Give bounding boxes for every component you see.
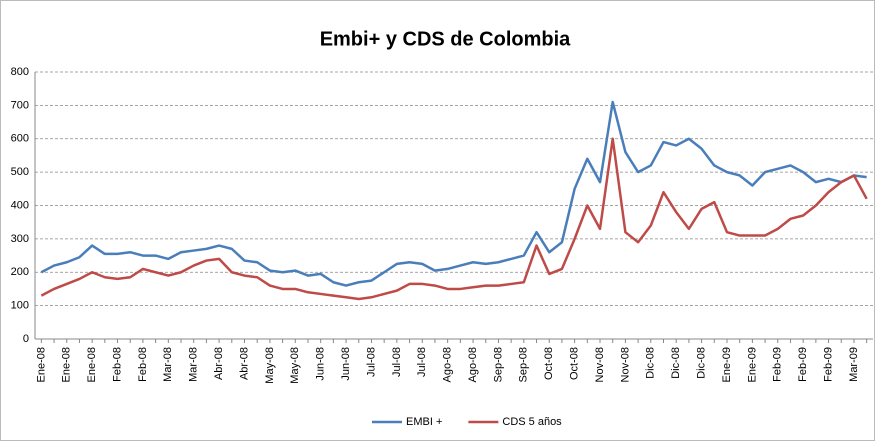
x-tick-label: Mar-08 bbox=[162, 347, 174, 382]
x-tick-label: Abr-08 bbox=[213, 347, 225, 380]
x-tick-label: Jul-08 bbox=[416, 347, 428, 377]
y-tick-label: 400 bbox=[11, 199, 29, 211]
x-tick-label: Ene-08 bbox=[35, 347, 47, 382]
y-tick-label: 0 bbox=[23, 333, 29, 345]
x-tick-label: Ene-09 bbox=[746, 347, 758, 382]
y-tick-label: 300 bbox=[11, 233, 29, 245]
x-tick-label: Jun-08 bbox=[340, 347, 352, 381]
series-line bbox=[40, 100, 867, 287]
x-tick-label: Sep-08 bbox=[492, 347, 504, 382]
y-tick-label: 700 bbox=[11, 99, 29, 111]
x-tick-label: Mar-09 bbox=[848, 347, 860, 382]
x-tick-label: Sep-08 bbox=[518, 347, 530, 382]
x-tick-label: Jul-08 bbox=[391, 347, 403, 377]
x-tick-label: Feb-09 bbox=[772, 347, 784, 382]
x-tick-label: Ene-08 bbox=[86, 347, 98, 382]
y-tick-label: 500 bbox=[11, 166, 29, 178]
x-tick-label: Feb-09 bbox=[822, 347, 834, 382]
series-line bbox=[40, 137, 868, 301]
x-tick-label: Feb-08 bbox=[111, 347, 123, 382]
y-tick-label: 100 bbox=[11, 300, 29, 312]
legend-label: CDS 5 años bbox=[502, 416, 562, 428]
y-tick-label: 600 bbox=[11, 133, 29, 145]
x-tick-label: Ene-09 bbox=[721, 347, 733, 382]
x-tick-label: Ago-08 bbox=[467, 347, 479, 382]
x-tick-label: Abr-08 bbox=[238, 347, 250, 380]
x-tick-label: Oct-08 bbox=[543, 347, 555, 380]
x-tick-label: Dic-08 bbox=[670, 347, 682, 379]
x-tick-label: May-08 bbox=[289, 347, 301, 384]
y-tick-label: 200 bbox=[11, 266, 29, 278]
x-tick-label: Nov-08 bbox=[594, 347, 606, 382]
x-tick-label: Feb-08 bbox=[137, 347, 149, 382]
chart-title: Embi+ y CDS de Colombia bbox=[320, 28, 571, 50]
x-tick-label: May-08 bbox=[264, 347, 276, 384]
x-tick-label: Mar-08 bbox=[188, 347, 200, 382]
x-tick-label: Nov-08 bbox=[619, 347, 631, 382]
y-tick-label: 800 bbox=[11, 66, 29, 78]
x-tick-label: Feb-09 bbox=[797, 347, 809, 382]
x-tick-label: Oct-08 bbox=[569, 347, 581, 380]
x-tick-label: Dic-08 bbox=[695, 347, 707, 379]
x-tick-label: Dic-08 bbox=[645, 347, 657, 379]
legend-label: EMBI + bbox=[406, 416, 442, 428]
x-tick-label: Ene-08 bbox=[61, 347, 73, 382]
x-tick-label: Jun-08 bbox=[315, 347, 327, 381]
x-tick-label: Ago-08 bbox=[442, 347, 454, 382]
x-tick-label: Jul-08 bbox=[365, 347, 377, 377]
